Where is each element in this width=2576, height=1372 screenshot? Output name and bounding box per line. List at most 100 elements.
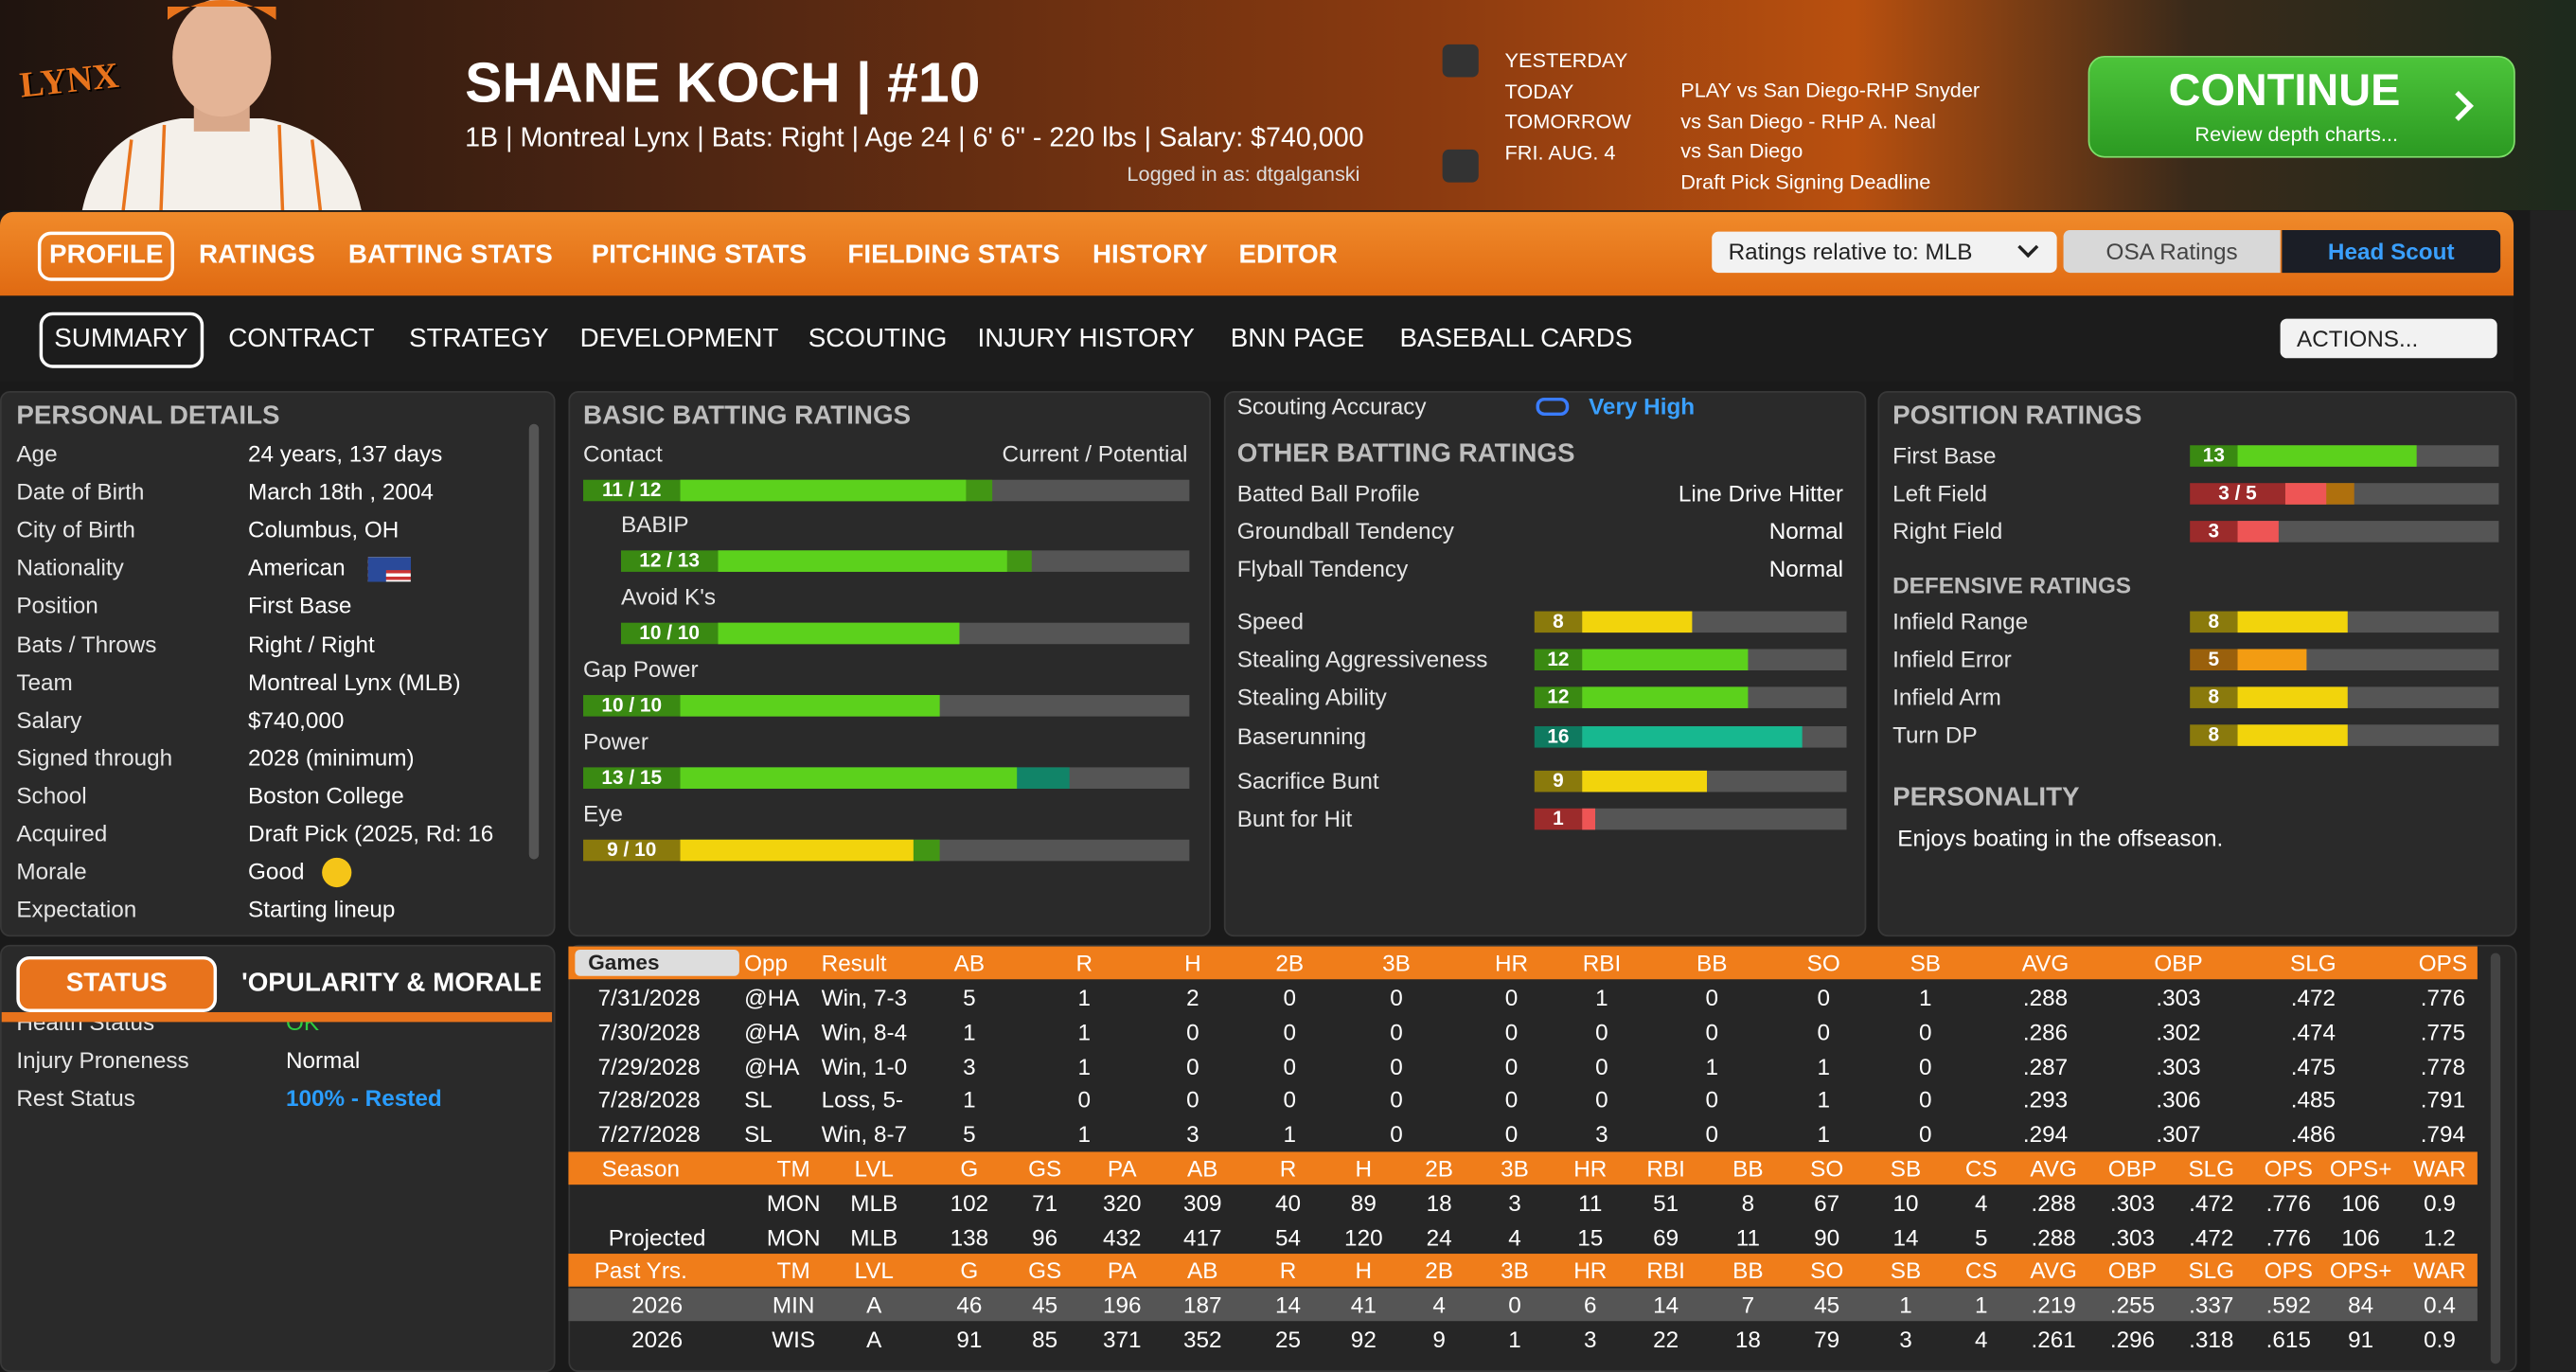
detail-value: March 18th , 2004 <box>248 478 434 505</box>
table-cell: 187 <box>1182 1291 1222 1318</box>
sub-tab[interactable]: BNN PAGE <box>1230 325 1365 354</box>
rating-bar <box>2284 483 2327 505</box>
table-cell: 0 <box>1705 1086 1718 1114</box>
table-cell: 1 <box>1595 984 1608 1011</box>
table-cell: 3 <box>1584 1325 1597 1352</box>
schedule-day: TODAY <box>1504 80 1574 103</box>
column-header: PA <box>1107 1154 1137 1182</box>
sub-tab[interactable]: DEVELOPMENT <box>579 325 779 354</box>
table-cell: 1 <box>1919 984 1932 1011</box>
rating-text: Line Drive Hitter <box>1678 479 1844 507</box>
main-tab[interactable]: BATTING STATS <box>347 241 553 270</box>
table-cell: .472 <box>2189 1222 2234 1250</box>
table-cell: 9 <box>1432 1325 1446 1352</box>
table-cell: Win, 8-4 <box>821 1018 908 1045</box>
table-cell: 7/29/2028 <box>597 1052 701 1079</box>
table-cell: 0 <box>1390 1052 1403 1079</box>
table-cell: 0 <box>1504 1052 1519 1079</box>
main-tab[interactable]: PROFILE <box>37 231 175 281</box>
status-label: Rest Status <box>16 1084 135 1112</box>
table-cell: 102 <box>950 1189 989 1217</box>
schedule-event: vs San Diego - RHP A. Neal <box>1680 109 1936 133</box>
rating-bar <box>2237 521 2280 543</box>
accuracy-value: Very High <box>1589 392 1696 419</box>
actions-button[interactable]: ACTIONS... <box>2280 318 2497 359</box>
continue-sublabel: Review depth charts... <box>2194 123 2399 147</box>
column-header: SO <box>1806 950 1840 976</box>
column-header: HR <box>1573 1256 1608 1284</box>
status-tab[interactable]: STATUS <box>16 955 218 1012</box>
table-cell: 22 <box>1653 1325 1679 1352</box>
sub-tab[interactable]: SCOUTING <box>808 325 948 354</box>
ratings-dropdown[interactable]: Ratings relative to: MLB <box>1712 231 2057 274</box>
rating-bar <box>1582 770 1707 793</box>
main-tab[interactable]: HISTORY <box>1092 241 1208 270</box>
table-cell: 0 <box>1705 1018 1718 1045</box>
ratings-option[interactable]: Head Scout <box>2282 229 2501 274</box>
table-cell: .337 <box>2189 1291 2234 1318</box>
panel-title: PERSONALITY <box>1892 783 2080 812</box>
table-cell: 352 <box>1182 1325 1222 1352</box>
sub-tab[interactable]: INJURY HISTORY <box>977 325 1195 354</box>
column-header: BB <box>1732 1256 1764 1284</box>
table-cell: 10 <box>1892 1189 1919 1217</box>
main-tab[interactable]: RATINGS <box>198 241 315 270</box>
rating-value: 11 / 12 <box>583 479 681 502</box>
table-cell: 15 <box>1577 1222 1604 1250</box>
column-header: 2B <box>1275 950 1305 976</box>
column-header: 2B <box>1425 1154 1454 1182</box>
detail-value: $740,000 <box>248 705 345 733</box>
detail-value: Columbus, OH <box>248 516 400 543</box>
table-cell: .486 <box>2290 1120 2336 1148</box>
table-cell: 0 <box>1508 1291 1521 1318</box>
table-cell: 7/28/2028 <box>597 1086 701 1114</box>
table-cell: .306 <box>2156 1086 2201 1114</box>
schedule-day: YESTERDAY <box>1504 49 1628 73</box>
table-cell: .791 <box>2420 1086 2466 1114</box>
column-header: OPS <box>2264 1256 2313 1284</box>
column-header: PA <box>1107 1256 1137 1284</box>
table-cell: 0 <box>1595 1086 1608 1114</box>
table-cell: 4 <box>1432 1291 1446 1318</box>
continue-button[interactable] <box>2087 56 2515 158</box>
table-cell: 0 <box>1390 1086 1403 1114</box>
table-cell: 0 <box>1504 984 1519 1011</box>
rating-name: Eye <box>583 800 623 827</box>
table-cell: 0 <box>1186 1052 1199 1079</box>
column-header: AB <box>1187 1154 1218 1182</box>
detail-label: Nationality <box>16 554 124 581</box>
main-tab[interactable]: FIELDING STATS <box>847 241 1060 270</box>
table-cell: 7 <box>1741 1291 1755 1318</box>
scrollbar <box>2490 953 2501 1364</box>
table-cell: 40 <box>1274 1189 1302 1217</box>
sub-tab[interactable]: SUMMARY <box>39 312 204 368</box>
table-cell: 0 <box>1283 984 1296 1011</box>
table-cell: 96 <box>1032 1222 1058 1250</box>
rating-bar <box>2237 649 2307 671</box>
table-cell: 92 <box>1350 1325 1377 1352</box>
rating-text: Normal <box>1768 517 1844 544</box>
column-header: SB <box>1910 950 1942 976</box>
main-tab[interactable]: EDITOR <box>1238 241 1338 270</box>
table-cell: 69 <box>1653 1222 1679 1250</box>
main-tab[interactable]: PITCHING STATS <box>591 241 807 270</box>
table-cell: 45 <box>1814 1291 1840 1318</box>
sub-tab[interactable]: BASEBALL CARDS <box>1399 325 1633 354</box>
rating-name: Flyball Tendency <box>1236 555 1409 582</box>
table-cell: .592 <box>2265 1291 2311 1318</box>
table-cell: MIN <box>772 1291 815 1318</box>
column-header: SO <box>1810 1154 1844 1182</box>
column-header: 3B <box>1382 950 1411 976</box>
games-dropdown[interactable]: Games <box>575 950 739 976</box>
rating-name: Avoid K's <box>620 583 717 610</box>
table-cell: 46 <box>956 1291 983 1318</box>
table-cell: 7/30/2028 <box>597 1018 701 1045</box>
table-cell: 8 <box>1741 1189 1755 1217</box>
sub-tab[interactable]: CONTRACT <box>228 325 375 354</box>
table-cell: 1 <box>1975 1291 1988 1318</box>
table-cell: 11 <box>1578 1189 1603 1217</box>
status-tab[interactable]: 'OPULARITY & MORALE <box>241 969 541 998</box>
sub-tab[interactable]: STRATEGY <box>409 325 549 354</box>
ratings-option[interactable]: OSA Ratings <box>2063 229 2281 274</box>
